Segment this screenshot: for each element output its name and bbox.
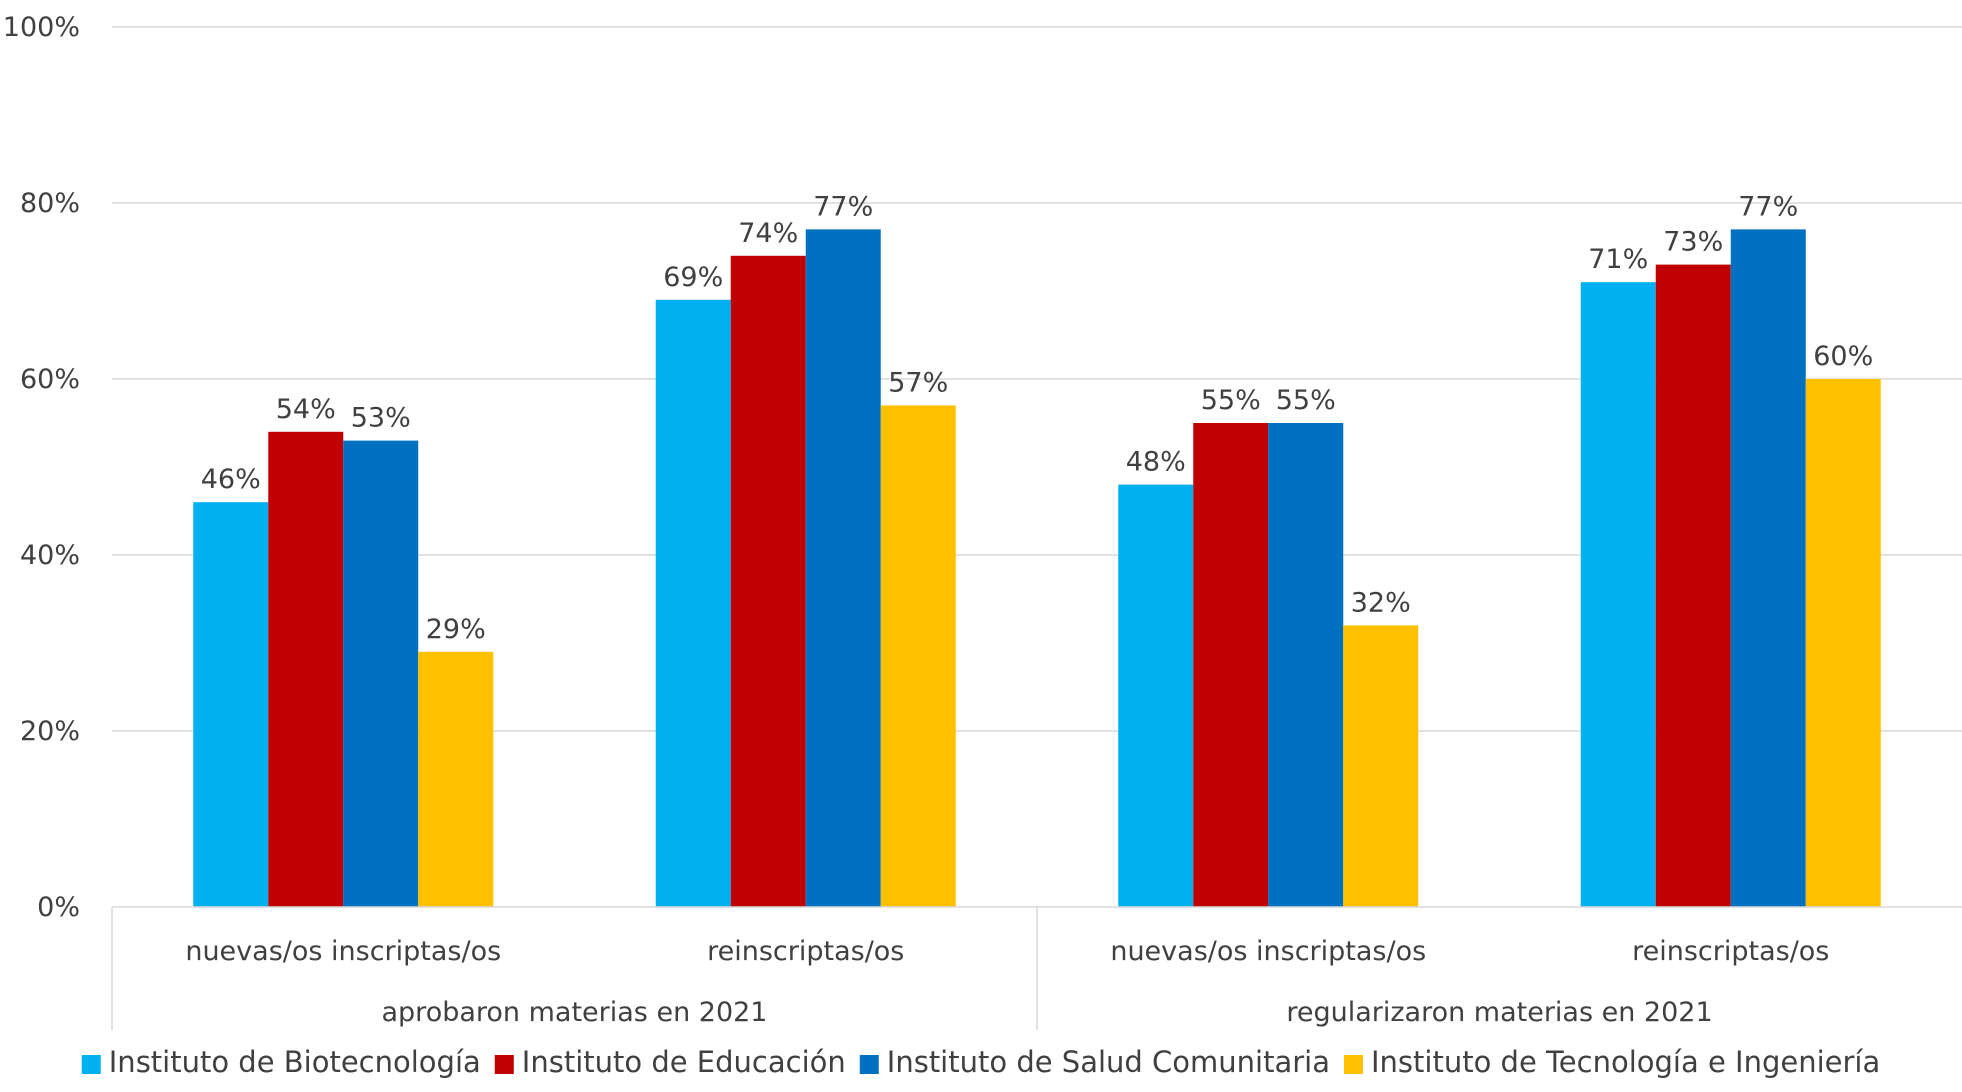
bar [193, 502, 269, 907]
y-tick-label: 20% [20, 716, 80, 747]
legend-label: Instituto de Biotecnología [109, 1045, 481, 1079]
x-category-label: nuevas/os inscriptas/os [1110, 936, 1426, 967]
x-category-label: reinscriptas/os [707, 936, 904, 967]
y-tick-label: 100% [3, 12, 80, 43]
x-group-label: regularizaron materias en 2021 [1286, 997, 1712, 1028]
y-axis-ticks: 0% 20% 40% 60% 80% 100% [3, 12, 80, 923]
y-tick-label: 60% [20, 364, 80, 395]
legend-item: Instituto de Tecnología e Ingeniería [1343, 1045, 1880, 1079]
bar [655, 299, 731, 907]
data-label: 77% [1738, 191, 1798, 222]
x-group-label: aprobaron materias en 2021 [382, 997, 768, 1028]
legend-swatch [859, 1055, 879, 1074]
bar [1655, 264, 1731, 908]
legend-item: Instituto de Educación [494, 1045, 846, 1079]
data-label: 53% [351, 403, 411, 434]
data-label: 55% [1201, 385, 1261, 416]
bar [1730, 229, 1806, 907]
legend-swatch [494, 1055, 514, 1074]
bar [1805, 379, 1881, 907]
bar [1118, 484, 1194, 907]
data-label: 32% [1351, 587, 1411, 618]
legend-item: Instituto de Salud Comunitaria [859, 1045, 1330, 1079]
bar [418, 651, 494, 907]
data-label: 74% [738, 218, 798, 249]
y-tick-label: 80% [20, 188, 80, 219]
bar [880, 405, 956, 907]
bar [1580, 282, 1656, 907]
bars [193, 229, 1881, 908]
bar [1268, 423, 1344, 907]
data-label: 60% [1813, 341, 1873, 372]
legend-label: Instituto de Tecnología e Ingeniería [1371, 1045, 1880, 1079]
data-label: 46% [201, 464, 261, 495]
bar [268, 431, 344, 907]
data-label: 57% [888, 367, 948, 398]
legend-label: Instituto de Educación [522, 1045, 846, 1079]
data-label: 71% [1588, 244, 1648, 275]
data-labels: 46% 69% 48% 71% 54% 74% 55% 73% 53% 77% 55% 77% 29% 5… [201, 191, 1874, 644]
data-label: 48% [1126, 447, 1186, 478]
data-label: 73% [1663, 227, 1723, 258]
y-tick-label: 0% [37, 892, 80, 923]
data-label: 69% [663, 262, 723, 293]
x-category-label: nuevas/os inscriptas/os [185, 936, 501, 967]
bar [805, 229, 881, 907]
legend-item: Instituto de Biotecnología [81, 1045, 481, 1079]
bar [730, 255, 806, 908]
x-axis: nuevas/os inscriptas/os reinscriptas/os nu… [111, 906, 1962, 1030]
data-label: 29% [426, 614, 486, 645]
bar [1193, 423, 1269, 907]
data-label: 77% [813, 191, 873, 222]
bar [343, 440, 419, 907]
legend-swatch [1343, 1055, 1363, 1074]
y-tick-label: 40% [20, 540, 80, 571]
x-category-label: reinscriptas/os [1632, 936, 1829, 967]
data-label: 54% [276, 394, 336, 425]
legend-label: Instituto de Salud Comunitaria [887, 1045, 1330, 1079]
legend: Instituto de Biotecnología Instituto de E… [81, 1045, 1880, 1079]
bar [1343, 625, 1419, 907]
legend-swatch [81, 1055, 101, 1074]
data-label: 55% [1276, 385, 1336, 416]
